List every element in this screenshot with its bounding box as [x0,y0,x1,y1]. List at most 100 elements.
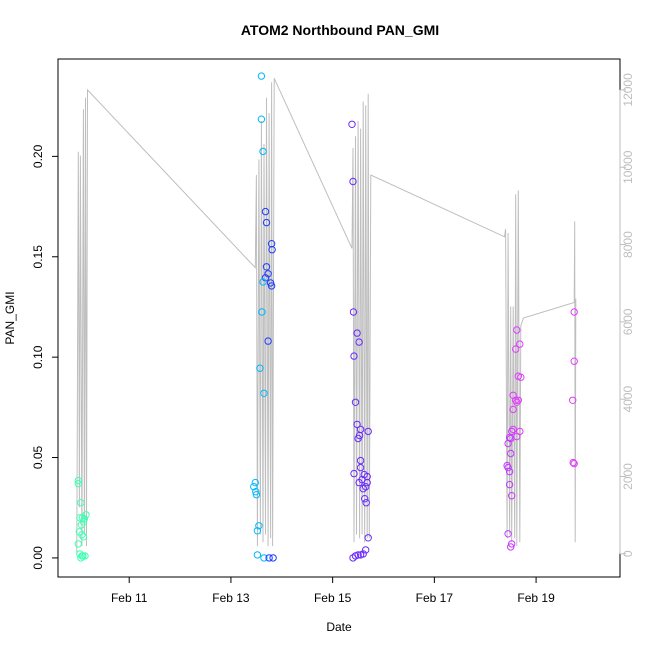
right-tick-label: 6000 [621,308,635,335]
data-point [504,463,512,472]
data-point [513,326,521,334]
data-point [79,552,87,560]
data-point [516,340,524,348]
data-point [257,115,266,123]
points-layer [74,72,578,562]
chart-title: ATOM2 Northbound PAN_GMI [241,22,439,38]
data-point [82,511,90,519]
y-tick-label: 0.00 [31,546,45,570]
data-point [362,483,370,491]
data-point [259,278,267,286]
data-point [264,270,272,278]
data-point [252,491,261,499]
data-point [267,282,276,290]
data-point [509,405,517,414]
data-point [266,279,275,287]
data-point [268,246,276,254]
data-point [350,469,358,478]
right-tick-label: 10000 [621,150,635,184]
data-point [262,218,271,227]
data-point [351,398,360,406]
data-point [362,546,370,554]
data-point [74,479,83,488]
y-axis-label: PAN_GMI [3,291,17,344]
data-point [512,345,520,353]
data-point [356,456,365,465]
data-point [354,434,362,443]
data-point [261,274,270,282]
secondary-series-line [76,78,577,554]
data-point [359,485,367,493]
y-tick-label: 0.05 [31,445,45,469]
y-axis: 0.00 0.05 0.10 0.15 0.20 [31,144,59,570]
data-point [361,495,369,503]
right-tick-label: 4000 [621,386,635,413]
data-point [364,534,372,542]
data-point [250,483,258,491]
data-point [349,177,357,186]
data-point [264,337,272,345]
data-point [253,551,262,559]
x-axis: Feb 11 Feb 13 Feb 15 Feb 17 Feb 19 [111,576,555,605]
right-tick-label: 12000 [621,73,635,107]
data-point [355,338,363,346]
data-point [508,540,516,548]
data-point [508,492,516,500]
data-point [260,554,268,562]
data-point [258,308,266,316]
data-point [351,552,360,560]
data-point [517,373,525,381]
data-point [569,396,577,404]
data-point [251,478,260,487]
right-tick-label: 8000 [621,231,635,258]
secondary-line-layer [76,78,577,554]
data-point [349,554,357,562]
data-point [77,554,85,562]
data-point [74,540,83,548]
data-point [363,478,371,487]
data-point [77,499,85,507]
data-point [505,467,514,476]
y-tick-label: 0.15 [31,245,45,269]
data-point [260,389,268,397]
data-point [81,552,89,560]
data-point [253,527,262,535]
data-point [356,463,365,472]
data-point [507,543,515,551]
x-tick-label: Feb 11 [111,591,148,605]
data-point [356,551,365,559]
data-point [353,329,361,337]
data-point [504,439,512,448]
data-point [355,478,363,487]
data-point [505,480,514,489]
data-point [513,398,521,406]
data-point [350,352,358,360]
right-tick-label: 2000 [621,463,635,490]
data-point [364,427,372,436]
data-point [569,458,577,467]
x-tick-label: Feb 13 [212,591,250,605]
right-axis: 0 2000 4000 6000 8000 10000 12000 [619,73,635,557]
data-point [256,364,264,372]
data-point [349,308,358,316]
data-point [514,396,522,404]
data-point [509,425,517,434]
data-point [570,459,578,468]
y-tick-label: 0.20 [31,144,45,168]
data-point [257,72,266,80]
right-tick-label: 0 [621,550,635,557]
data-point [570,308,578,316]
data-point [77,521,86,529]
data-point [353,420,361,429]
x-tick-label: Feb 15 [314,591,352,605]
x-tick-label: Feb 19 [517,591,555,605]
data-point [570,357,578,365]
data-point [507,449,515,458]
data-point [362,499,370,507]
data-point [255,522,263,530]
data-point [80,515,89,523]
data-point [79,533,88,541]
data-point [261,207,270,216]
